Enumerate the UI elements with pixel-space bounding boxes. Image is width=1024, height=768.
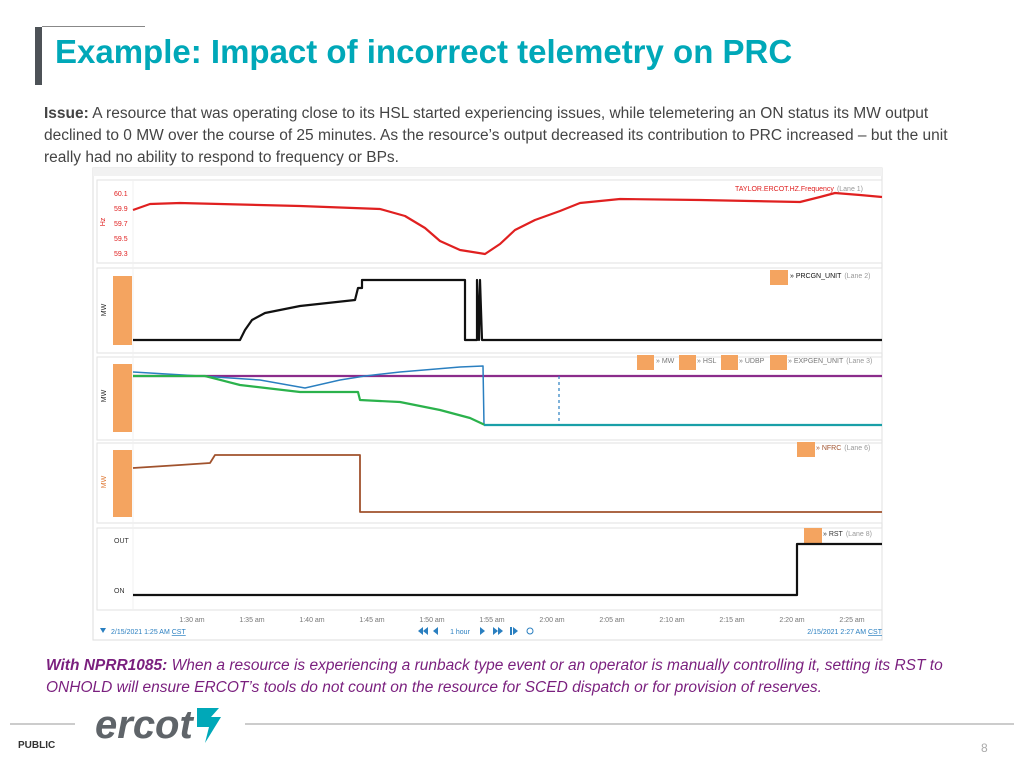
legend-entry: » NFRC — [816, 445, 841, 452]
start-tz: CST — [172, 629, 187, 636]
page-number: 8 — [981, 741, 988, 755]
legend-entry: » PRCGN_UNIT — [790, 273, 842, 280]
legend-lane: (Lane 8) — [846, 531, 872, 538]
lane-axis: MW — [101, 303, 108, 316]
legend-lane: (Lane 1) — [837, 186, 863, 193]
legend-entry: » HSL — [697, 358, 717, 365]
time-label: 1:30 am — [179, 617, 204, 624]
note: With NPRR1085: When a resource is experi… — [46, 655, 986, 699]
accent-bar — [35, 27, 42, 85]
lane-tick: OUT — [114, 538, 130, 545]
end-date: 2/15/2021 2:27 AM — [807, 629, 866, 636]
lane-tick: 59.5 — [114, 236, 128, 243]
time-label: 2:00 am — [539, 617, 564, 624]
lane-tick: 59.9 — [114, 206, 128, 213]
legend-lane: (Lane 6) — [844, 445, 870, 452]
issue-label: Issue: — [44, 105, 89, 122]
span[interactable]: 1 hour — [450, 629, 471, 636]
classification: PUBLIC — [18, 740, 56, 751]
time-label: 2:15 am — [719, 617, 744, 624]
time-label: 1:35 am — [239, 617, 264, 624]
title: Example: Impact of incorrect telemetry o… — [55, 33, 793, 70]
legend-lane: (Lane 2) — [844, 273, 870, 280]
logo: ercot — [95, 703, 194, 747]
legend-entry: » UDBP — [739, 358, 765, 365]
issue: Issue: A resource that was operating clo… — [44, 103, 979, 169]
note-text: When a resource is experiencing a runbac… — [46, 657, 943, 696]
lane-tick: 60.1 — [114, 191, 128, 198]
end-tz: CST — [868, 629, 883, 636]
lane-tick: 59.3 — [114, 251, 128, 258]
start-time: 2/15/2021 1:25 AM CST — [111, 629, 186, 636]
accent-line — [42, 26, 145, 27]
lane-tick: ON — [114, 588, 125, 595]
lane-tick: 59.7 — [114, 221, 128, 228]
legend-entry: » EXPGEN_UNIT — [788, 358, 844, 365]
time-label: 1:40 am — [299, 617, 324, 624]
issue-text: A resource that was operating close to i… — [44, 105, 948, 166]
time-label: 2:10 am — [659, 617, 684, 624]
legend-entry: » MW — [656, 358, 675, 365]
start-date: 2/15/2021 1:25 AM — [111, 629, 170, 636]
legend-entry: » RST — [823, 531, 844, 538]
time-label: 2:05 am — [599, 617, 624, 624]
end-time: 2/15/2021 2:27 AM CST — [807, 629, 882, 636]
time-label: 2:25 am — [839, 617, 864, 624]
lane-axis: MW — [101, 389, 108, 402]
lane-axis: Hz — [100, 217, 107, 226]
time-label: 1:55 am — [479, 617, 504, 624]
note-label: With NPRR1085: — [46, 657, 168, 674]
legend-entry: TAYLOR.ERCOT.HZ.Frequency — [735, 186, 834, 193]
time-label: 1:45 am — [359, 617, 384, 624]
time-label: 2:20 am — [779, 617, 804, 624]
legend-lane: (Lane 3) — [846, 358, 872, 365]
lane-axis: MW — [101, 475, 108, 488]
time-label: 1:50 am — [419, 617, 444, 624]
